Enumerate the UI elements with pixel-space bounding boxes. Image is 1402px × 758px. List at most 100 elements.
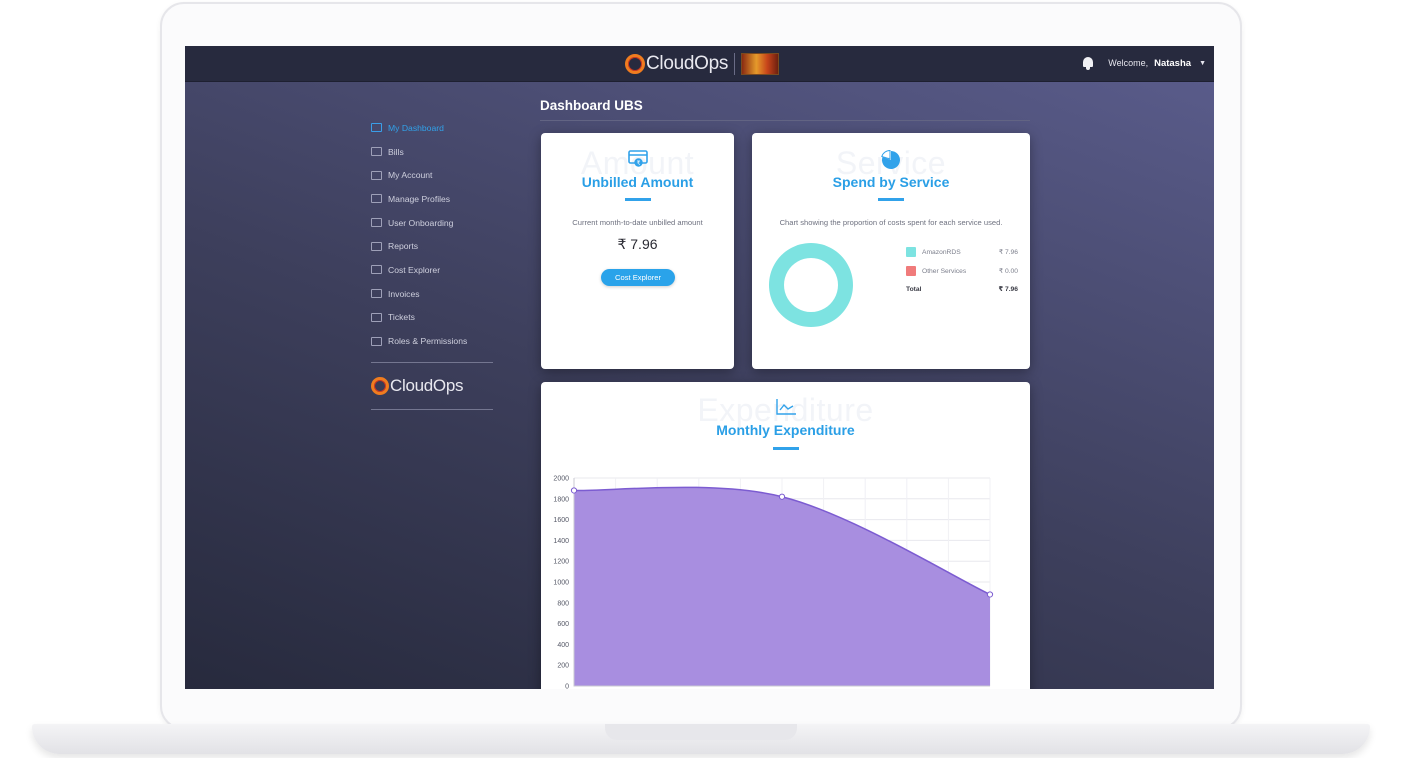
legend-label: AmazonRDS — [922, 248, 961, 256]
card-title-underline — [624, 198, 651, 201]
brand-logo[interactable]: CloudOps — [625, 52, 780, 76]
ticket-icon — [371, 312, 382, 322]
y-tick-label: 1600 — [553, 517, 569, 524]
sidebar-item-my-dashboard[interactable]: My Dashboard — [371, 116, 495, 140]
welcome-text: Welcome, — [1108, 58, 1149, 68]
client-logo — [741, 53, 780, 75]
legend-swatch — [906, 247, 916, 257]
y-tick-label: 1400 — [553, 538, 569, 545]
sidebar-item-label: My Account — [388, 170, 433, 181]
sidebar-item-user-onboarding[interactable]: User Onboarding — [371, 211, 495, 235]
sidebar-item-label: Reports — [388, 241, 419, 252]
brand-mark-icon — [371, 376, 389, 395]
pie-chart-icon — [881, 149, 901, 175]
sidebar-brand-logo: CloudOps — [371, 375, 495, 397]
card-title: Spend by Service — [832, 174, 950, 190]
profiles-icon — [371, 194, 382, 204]
data-point[interactable] — [986, 591, 994, 598]
monthly-expenditure-card: Expenditure Monthly Expenditure 0 200 400 6… — [541, 382, 1030, 689]
legend-item[interactable]: Other Services ₹ 0.00 — [906, 265, 1018, 277]
user-menu[interactable]: Welcome, Natasha ▼ — [1082, 56, 1206, 70]
legend-total-label: Total — [906, 285, 922, 293]
legend-total-row: Total ₹ 7.96 — [906, 283, 1018, 295]
user-name[interactable]: Natasha — [1154, 57, 1192, 69]
spend-by-service-card: Service Spend by Service Chart showing t… — [752, 133, 1030, 369]
page-title: Dashboard UBS — [540, 98, 643, 113]
card-subtitle: Chart showing the proportion of costs sp… — [779, 218, 1003, 227]
brand-text: CloudOps — [646, 53, 729, 74]
y-tick-label: 0 — [565, 684, 569, 690]
sidebar-item-label: User Onboarding — [388, 217, 454, 228]
card-title-underline — [878, 198, 904, 201]
card-title-underline — [772, 447, 799, 450]
link-icon — [371, 336, 382, 346]
app-screen: CloudOps Welcome, Natasha ▼ My Dashboard… — [185, 46, 1214, 689]
svg-text:₹: ₹ — [636, 160, 640, 167]
sidebar-item-bills[interactable]: Bills — [371, 140, 495, 164]
sidebar-item-reports[interactable]: Reports — [371, 234, 495, 258]
y-tick-label: 600 — [557, 621, 569, 628]
area-fill — [574, 487, 990, 686]
sidebar-item-tickets[interactable]: Tickets — [371, 306, 495, 330]
reports-icon — [371, 241, 382, 251]
card-subtitle: Current month-to-date unbilled amount — [572, 218, 703, 227]
sidebar-item-label: Invoices — [388, 288, 420, 299]
brand-mark-icon — [625, 54, 645, 74]
sidebar-item-manage-profiles[interactable]: Manage Profiles — [371, 187, 495, 211]
data-point[interactable] — [570, 487, 578, 494]
sidebar-item-invoices[interactable]: Invoices — [371, 282, 495, 306]
top-bar: CloudOps Welcome, Natasha ▼ — [185, 46, 1214, 82]
bills-icon — [371, 147, 382, 157]
bell-icon[interactable] — [1082, 56, 1094, 70]
invoice-icon — [371, 289, 382, 299]
card-title: Monthly Expenditure — [716, 422, 855, 438]
sidebar-item-label: Roles & Permissions — [388, 336, 468, 347]
sidebar-item-label: Tickets — [388, 312, 415, 323]
legend-label: Other Services — [922, 267, 967, 275]
onboarding-icon — [371, 218, 382, 228]
laptop-notch — [605, 724, 797, 740]
chart-axes — [573, 478, 990, 687]
unbilled-amount-value: ₹ 7.96 — [617, 236, 658, 252]
y-tick-label: 800 — [557, 600, 569, 607]
sidebar-divider — [371, 408, 493, 410]
legend-item[interactable]: AmazonRDS ₹ 7.96 — [906, 246, 1018, 258]
monthly-expenditure-chart[interactable]: 0 200 400 600 800 1000 1200 1400 1600 1800 2000 — [541, 468, 1030, 689]
title-divider — [540, 120, 1030, 121]
sidebar-item-label: Cost Explorer — [388, 264, 441, 275]
dashboard-icon — [371, 123, 382, 133]
y-tick-label: 1800 — [553, 496, 569, 503]
sidebar-nav: My Dashboard Bills My Account Manage Profil… — [371, 116, 495, 353]
sidebar: My Dashboard Bills My Account Manage Profil… — [371, 116, 495, 410]
sidebar-item-my-account[interactable]: My Account — [371, 163, 495, 187]
donut-slice-amazonrds[interactable] — [768, 243, 853, 327]
legend-value: ₹ 0.00 — [998, 268, 1018, 275]
data-point[interactable] — [778, 493, 786, 500]
card-ghost-text: Expenditure — [697, 392, 874, 428]
sidebar-divider — [371, 361, 493, 363]
card-title: Unbilled Amount — [581, 174, 694, 190]
sidebar-brand-text: CloudOps — [390, 375, 464, 395]
trend-icon — [371, 265, 382, 275]
unbilled-amount-card: Amount ₹ Unbilled Amount Current month-t… — [541, 133, 734, 369]
cost-explorer-button[interactable]: Cost Explorer — [601, 269, 675, 286]
y-tick-label: 200 — [557, 663, 569, 670]
legend-value: ₹ 7.96 — [998, 249, 1018, 256]
y-tick-label: 400 — [557, 642, 569, 649]
y-tick-label: 1200 — [553, 559, 569, 566]
line-chart-icon — [775, 398, 797, 421]
donut-chart[interactable] — [766, 240, 856, 330]
sidebar-item-label: My Dashboard — [388, 122, 444, 133]
chevron-down-icon[interactable]: ▼ — [1199, 59, 1206, 67]
sidebar-item-cost-explorer[interactable]: Cost Explorer — [371, 258, 495, 282]
y-tick-label: 2000 — [553, 476, 569, 483]
credit-card-icon: ₹ — [627, 150, 648, 173]
sidebar-item-roles-permissions[interactable]: Roles & Permissions — [371, 329, 495, 353]
brand-divider — [734, 53, 736, 75]
sidebar-item-label: Bills — [388, 146, 404, 157]
legend-swatch — [906, 266, 916, 276]
y-tick-label: 1000 — [553, 580, 569, 587]
legend-total-value: ₹ 7.96 — [998, 286, 1018, 293]
user-icon — [371, 170, 382, 180]
sidebar-item-label: Manage Profiles — [388, 193, 451, 204]
